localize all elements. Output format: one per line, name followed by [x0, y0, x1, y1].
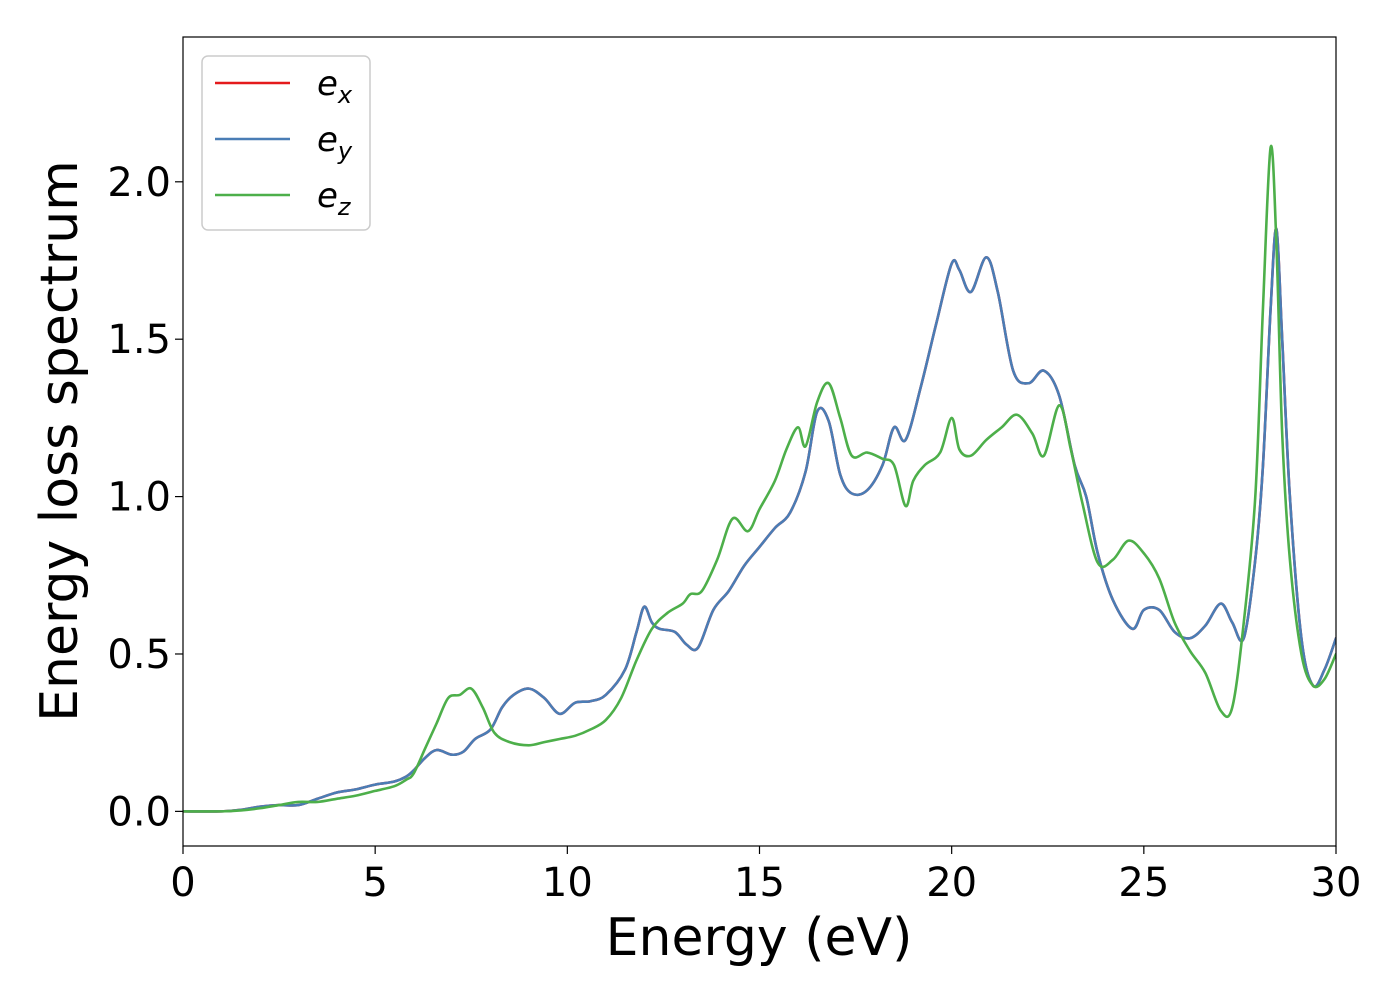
series-line-ey: [183, 227, 1336, 813]
x-tick-label: 15: [734, 860, 785, 906]
y-axis: 0.0 0.5 1.0 1.5 2.0: [107, 160, 183, 835]
series-layer: [183, 144, 1336, 813]
y-tick-label: 2.0: [107, 160, 171, 206]
x-tick-label: 0: [170, 860, 195, 906]
x-axis-title: Energy (eV): [606, 908, 913, 968]
legend: ex ey ez: [201, 55, 371, 231]
y-axis-title: Energy loss spectrum: [30, 160, 90, 722]
legend-box: [201, 55, 371, 231]
y-tick-label: 1.5: [107, 317, 171, 363]
x-axis: 0 5 10 15 20 25 30: [170, 846, 1361, 906]
y-tick-label: 0.0: [107, 789, 171, 835]
x-tick-label: 20: [926, 860, 977, 906]
legend-label-ex: ex: [317, 64, 353, 109]
x-tick-label: 25: [1118, 860, 1169, 906]
y-tick-label: 0.5: [107, 632, 171, 678]
legend-label-ez: ez: [317, 176, 352, 221]
y-tick-label: 1.0: [107, 475, 171, 521]
x-tick-label: 5: [362, 860, 387, 906]
plot-area: [183, 37, 1336, 846]
x-tick-label: 30: [1311, 860, 1362, 906]
series-line-ez: [183, 144, 1336, 813]
legend-label-ey: ey: [317, 120, 353, 165]
x-tick-label: 10: [542, 860, 593, 906]
